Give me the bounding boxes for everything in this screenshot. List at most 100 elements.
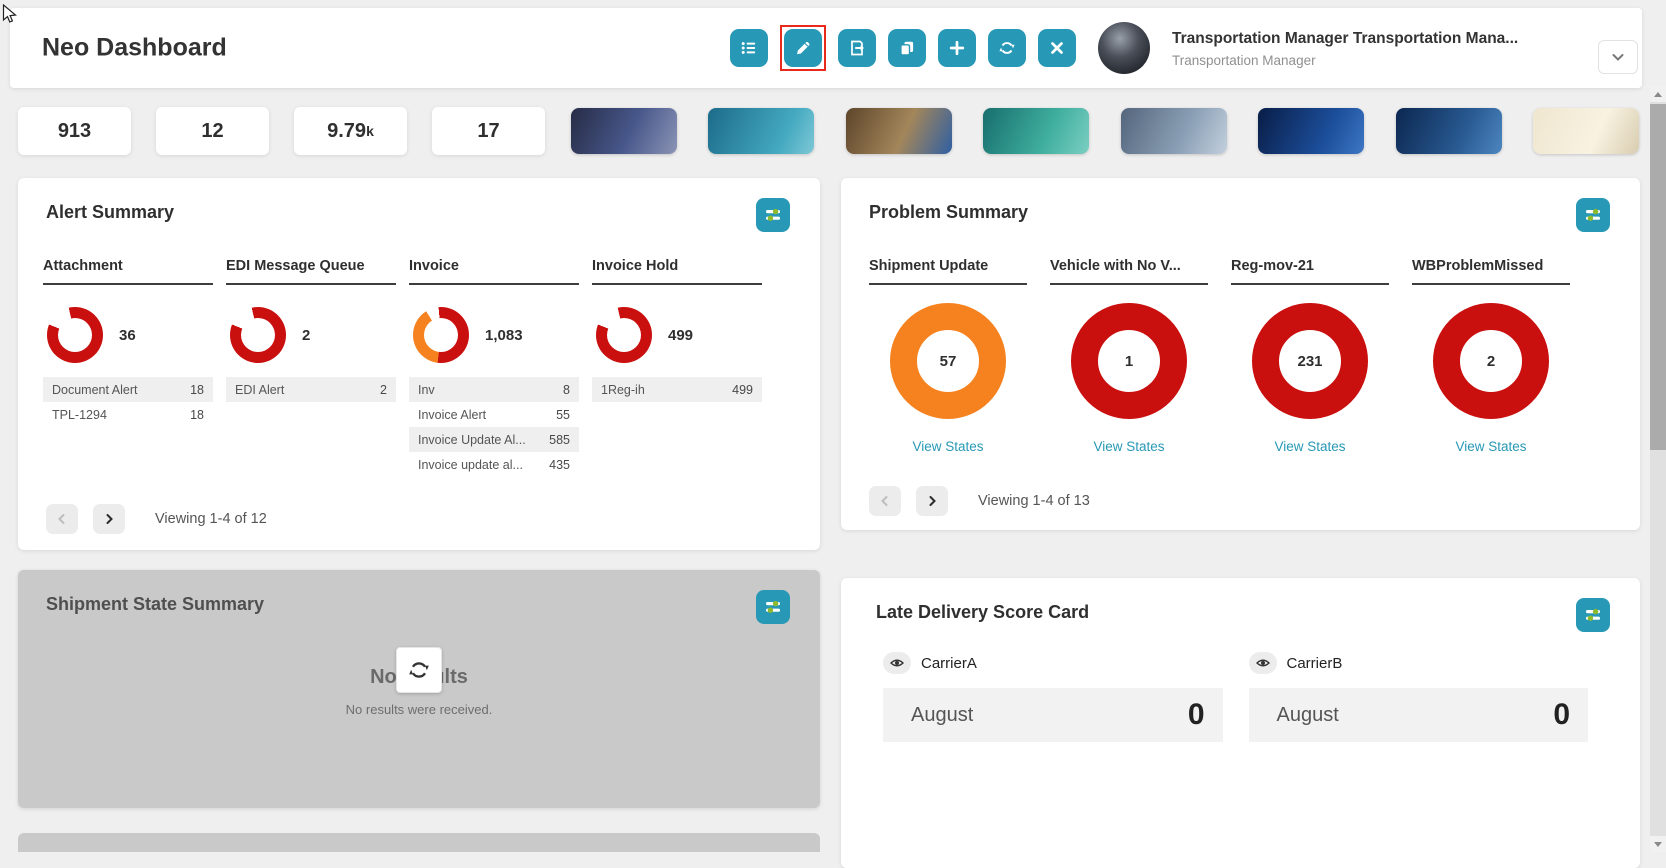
no-results-message: No results were received. xyxy=(345,702,493,717)
thumbnail-logistics-network[interactable] xyxy=(708,108,814,154)
alert-donut-chart[interactable] xyxy=(596,307,652,363)
next-page-button[interactable] xyxy=(93,504,125,534)
widget-settings-button[interactable] xyxy=(1576,598,1610,632)
chevron-left-icon xyxy=(58,514,65,524)
stat-card[interactable]: 12 xyxy=(156,107,269,155)
problem-group-header: Vehicle with No V... xyxy=(1050,258,1208,285)
alert-group-chart: 36 xyxy=(47,307,213,363)
list-item[interactable]: Document Alert 18 xyxy=(43,377,213,402)
vertical-scrollbar[interactable] xyxy=(1650,86,1666,852)
thumbnail-global-trade-globe[interactable] xyxy=(983,108,1089,154)
reload-widget-button[interactable] xyxy=(396,647,442,693)
thumbnail-warehouse-tablet[interactable] xyxy=(846,108,952,154)
chevron-left-icon xyxy=(881,496,888,506)
export-button[interactable] xyxy=(838,29,876,67)
close-button[interactable] xyxy=(1038,29,1076,67)
score-period: August xyxy=(911,703,974,726)
prev-page-button[interactable] xyxy=(869,486,901,516)
list-item[interactable]: Invoice update al... 435 xyxy=(418,457,570,472)
score-period: August xyxy=(1276,703,1339,726)
refresh-icon xyxy=(999,42,1015,54)
next-page-button[interactable] xyxy=(916,486,948,516)
list-item[interactable]: 1Reg-ih 499 xyxy=(592,377,762,402)
alert-group-chart: 2 xyxy=(230,307,396,363)
view-states-link[interactable]: View States xyxy=(912,439,984,454)
alert-list: Inv 8 Invoice Alert 55 Invoice Update Al..… xyxy=(409,377,579,477)
alert-group: Attachment 36 Document Alert 18 TPL-1294 1… xyxy=(43,258,213,477)
chevron-right-icon xyxy=(106,514,113,524)
list-item[interactable]: TPL-1294 18 xyxy=(52,407,204,422)
problem-group: Vehicle with No V... 1 View States xyxy=(1050,258,1208,454)
visibility-toggle[interactable] xyxy=(883,652,911,674)
next-widget-partial xyxy=(18,833,820,852)
view-states-link[interactable]: View States xyxy=(1274,439,1346,454)
widget-settings-button[interactable] xyxy=(1576,198,1610,232)
stat-value: 12 xyxy=(201,119,224,142)
thumbnail-keyboard-security[interactable] xyxy=(1121,108,1227,154)
reload-icon xyxy=(409,662,429,678)
scrollbar-thumb[interactable] xyxy=(1650,104,1666,450)
alert-donut-chart[interactable] xyxy=(413,307,469,363)
list-item[interactable]: Invoice Alert 55 xyxy=(418,407,570,422)
widget-title: Problem Summary xyxy=(869,202,1029,222)
alert-group-header: Invoice xyxy=(409,258,579,285)
thumbnail-digital-person[interactable] xyxy=(1396,108,1502,154)
carrier-column: CarrierB August 0 xyxy=(1248,650,1588,742)
scroll-up-button[interactable] xyxy=(1650,86,1666,102)
alert-list: Document Alert 18 TPL-1294 18 xyxy=(43,377,213,427)
toolbar xyxy=(730,25,1076,71)
alert-donut-chart[interactable] xyxy=(230,307,286,363)
list-item[interactable]: Inv 8 xyxy=(409,377,579,402)
view-states-link[interactable]: View States xyxy=(1455,439,1527,454)
widget-settings-button[interactable] xyxy=(756,590,790,624)
edit-button-highlight xyxy=(780,25,826,71)
alert-total: 499 xyxy=(668,326,694,344)
avatar[interactable] xyxy=(1098,22,1150,74)
problem-group: Reg-mov-21 231 View States xyxy=(1231,258,1389,454)
thumbnail-network-globe[interactable] xyxy=(1258,108,1364,154)
triangle-down-icon xyxy=(1654,841,1662,847)
problem-count: 2 xyxy=(1486,352,1496,370)
sliders-icon xyxy=(1586,608,1600,621)
thumbnail-head-silhouette[interactable] xyxy=(1533,108,1639,154)
stat-card[interactable]: 913 xyxy=(18,107,131,155)
problem-donut-chart[interactable]: 2 xyxy=(1433,303,1549,419)
alert-list: 1Reg-ih 499 xyxy=(592,377,762,402)
stat-value: 17 xyxy=(477,119,500,142)
copy-button[interactable] xyxy=(888,29,926,67)
problem-donut-chart[interactable]: 57 xyxy=(890,303,1006,419)
problem-donut-chart[interactable]: 1 xyxy=(1071,303,1187,419)
triangle-up-icon xyxy=(1654,91,1662,97)
prev-page-button[interactable] xyxy=(46,504,78,534)
add-button[interactable] xyxy=(938,29,976,67)
problem-count: 231 xyxy=(1297,352,1323,370)
alert-group-header: Attachment xyxy=(43,258,213,285)
edit-button[interactable] xyxy=(784,29,822,67)
problem-donut-chart[interactable]: 231 xyxy=(1252,303,1368,419)
list-item[interactable]: Invoice Update Al... 585 xyxy=(409,427,579,452)
carrier-column: CarrierA August 0 xyxy=(883,650,1223,742)
list-item[interactable]: EDI Alert 2 xyxy=(226,377,396,402)
stat-suffix: k xyxy=(366,123,374,139)
pagination-status: Viewing 1-4 of 13 xyxy=(978,493,1090,509)
alert-group-chart: 499 xyxy=(596,307,762,363)
widget-title: Late Delivery Score Card xyxy=(876,602,1090,622)
pagination-status: Viewing 1-4 of 12 xyxy=(155,511,267,527)
eye-icon xyxy=(890,659,904,667)
carrier-name: CarrierB xyxy=(1286,654,1343,672)
widget-settings-button[interactable] xyxy=(756,198,790,232)
view-states-link[interactable]: View States xyxy=(1093,439,1165,454)
list-view-button[interactable] xyxy=(730,29,768,67)
refresh-button[interactable] xyxy=(988,29,1026,67)
alert-group-header: EDI Message Queue xyxy=(226,258,396,285)
thumbnail-truck-tunnel[interactable] xyxy=(571,108,677,154)
stat-card[interactable]: 9.79 k xyxy=(294,107,407,155)
scroll-down-button[interactable] xyxy=(1650,836,1666,852)
alert-group-chart: 1,083 xyxy=(413,307,579,363)
alert-donut-chart[interactable] xyxy=(47,307,103,363)
carrier-score-row: August 0 xyxy=(883,688,1223,742)
visibility-toggle[interactable] xyxy=(1248,652,1277,674)
user-menu-button[interactable] xyxy=(1598,40,1638,74)
stat-card[interactable]: 17 xyxy=(432,107,545,155)
late-delivery-widget: Late Delivery Score Card CarrierA August… xyxy=(841,578,1640,868)
